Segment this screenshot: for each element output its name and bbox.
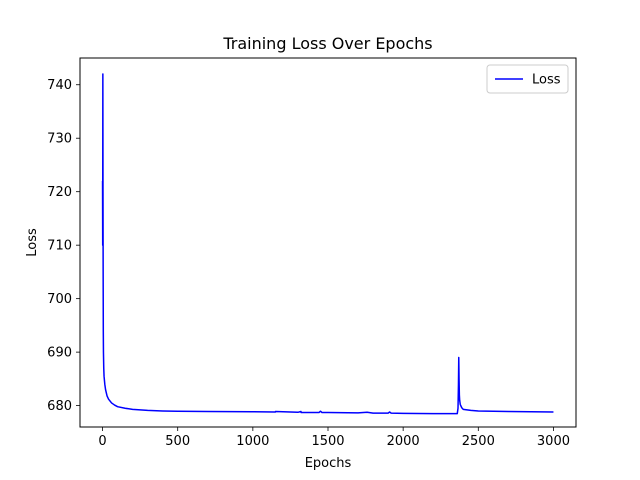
y-tick-label: 720	[47, 185, 72, 200]
y-axis-label: Loss	[25, 228, 40, 257]
chart-title: Training Loss Over Epochs	[222, 34, 432, 53]
y-tick-label: 710	[47, 239, 72, 254]
x-tick-label: 500	[165, 434, 190, 449]
y-tick-label: 700	[47, 292, 72, 307]
x-tick-label: 0	[98, 434, 106, 449]
y-tick-label: 690	[47, 346, 72, 361]
y-tick-label: 680	[47, 399, 72, 414]
x-tick-label: 3000	[537, 434, 570, 449]
series-line-loss	[101, 73, 554, 415]
legend-box	[486, 64, 569, 94]
x-tick-label: 2500	[462, 434, 495, 449]
legend: Loss	[486, 64, 569, 94]
legend-label: Loss	[532, 73, 561, 88]
x-axis-label: Epochs	[305, 456, 352, 471]
x-tick-label: 1000	[236, 434, 269, 449]
y-tick-label: 740	[47, 78, 72, 93]
y-tick-label: 730	[47, 132, 72, 147]
x-tick-label: 2000	[387, 434, 420, 449]
x-tick-label: 1500	[311, 434, 344, 449]
